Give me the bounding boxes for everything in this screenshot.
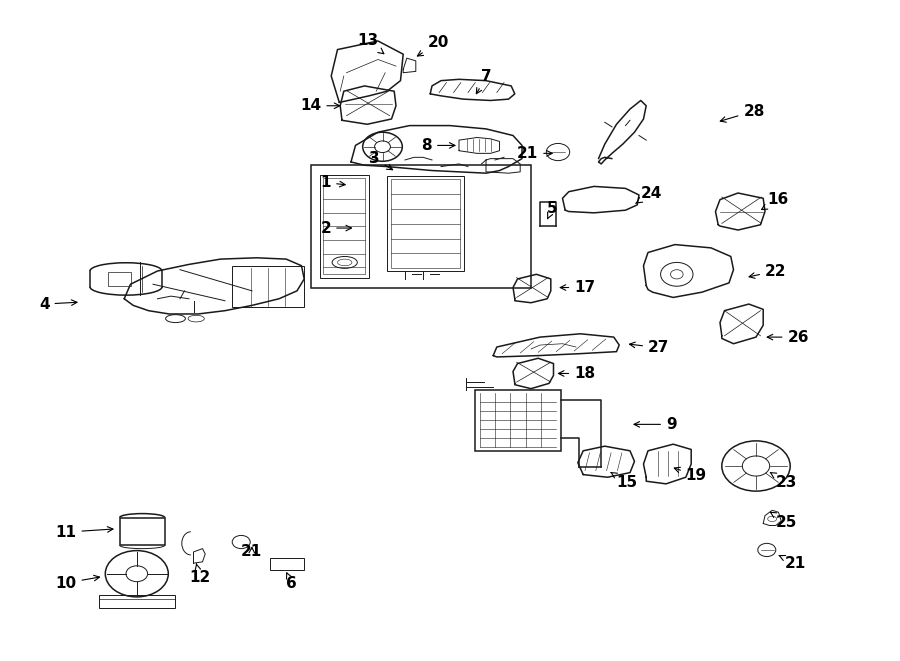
Text: 7: 7 <box>476 69 492 94</box>
Text: 12: 12 <box>189 564 211 584</box>
Text: 25: 25 <box>770 512 797 529</box>
Bar <box>391 179 460 268</box>
Text: 21: 21 <box>779 555 806 570</box>
Text: 14: 14 <box>301 98 340 113</box>
Text: 16: 16 <box>761 192 789 210</box>
Text: 4: 4 <box>39 297 77 311</box>
Text: 3: 3 <box>369 151 392 170</box>
Bar <box>108 272 130 286</box>
Text: 22: 22 <box>749 264 787 278</box>
Text: 10: 10 <box>56 575 100 590</box>
Text: 24: 24 <box>635 186 662 204</box>
Bar <box>310 165 531 288</box>
Text: 6: 6 <box>286 573 297 591</box>
Text: 13: 13 <box>357 34 383 54</box>
Text: 28: 28 <box>720 104 765 122</box>
Bar <box>387 176 464 271</box>
Bar <box>99 595 175 608</box>
Text: 21: 21 <box>241 545 263 559</box>
Text: 8: 8 <box>421 138 455 153</box>
Bar <box>323 178 365 274</box>
Text: 17: 17 <box>560 280 595 295</box>
Bar <box>120 518 165 545</box>
Text: 11: 11 <box>56 525 113 539</box>
Text: 1: 1 <box>320 175 346 190</box>
Text: 20: 20 <box>418 36 449 56</box>
Text: 26: 26 <box>767 330 809 344</box>
Text: 19: 19 <box>674 467 706 483</box>
Text: 18: 18 <box>558 366 595 381</box>
Text: 2: 2 <box>320 221 352 235</box>
Text: 27: 27 <box>629 340 670 355</box>
Text: 5: 5 <box>547 201 558 219</box>
Bar <box>232 266 304 307</box>
Text: 21: 21 <box>517 146 553 161</box>
Bar <box>270 558 304 570</box>
Text: 23: 23 <box>770 473 797 490</box>
Bar <box>475 390 561 451</box>
Text: 15: 15 <box>611 473 637 490</box>
Bar <box>320 175 369 278</box>
Text: 9: 9 <box>634 417 677 432</box>
